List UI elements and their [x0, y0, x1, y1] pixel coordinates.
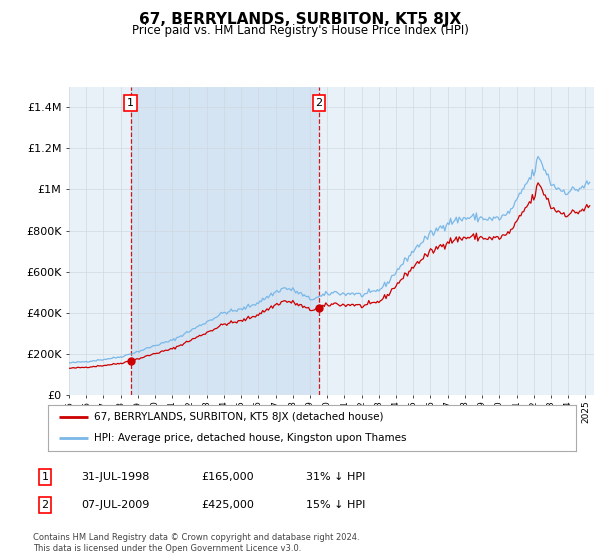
Text: HPI: Average price, detached house, Kingston upon Thames: HPI: Average price, detached house, King…	[94, 433, 407, 444]
Text: Contains HM Land Registry data © Crown copyright and database right 2024.
This d: Contains HM Land Registry data © Crown c…	[33, 533, 359, 553]
Text: 2: 2	[316, 98, 322, 108]
Text: Price paid vs. HM Land Registry's House Price Index (HPI): Price paid vs. HM Land Registry's House …	[131, 24, 469, 36]
Bar	[131, 87, 319, 395]
Text: 15% ↓ HPI: 15% ↓ HPI	[306, 500, 365, 510]
Text: 31-JUL-1998: 31-JUL-1998	[81, 472, 149, 482]
Text: 07-JUL-2009: 07-JUL-2009	[81, 500, 149, 510]
Text: 2: 2	[41, 500, 49, 510]
Text: 67, BERRYLANDS, SURBITON, KT5 8JX (detached house): 67, BERRYLANDS, SURBITON, KT5 8JX (detac…	[94, 412, 384, 422]
Text: 1: 1	[41, 472, 49, 482]
Text: 31% ↓ HPI: 31% ↓ HPI	[306, 472, 365, 482]
Text: 67, BERRYLANDS, SURBITON, KT5 8JX: 67, BERRYLANDS, SURBITON, KT5 8JX	[139, 12, 461, 27]
Text: £165,000: £165,000	[201, 472, 254, 482]
Text: 1: 1	[127, 98, 134, 108]
Text: £425,000: £425,000	[201, 500, 254, 510]
